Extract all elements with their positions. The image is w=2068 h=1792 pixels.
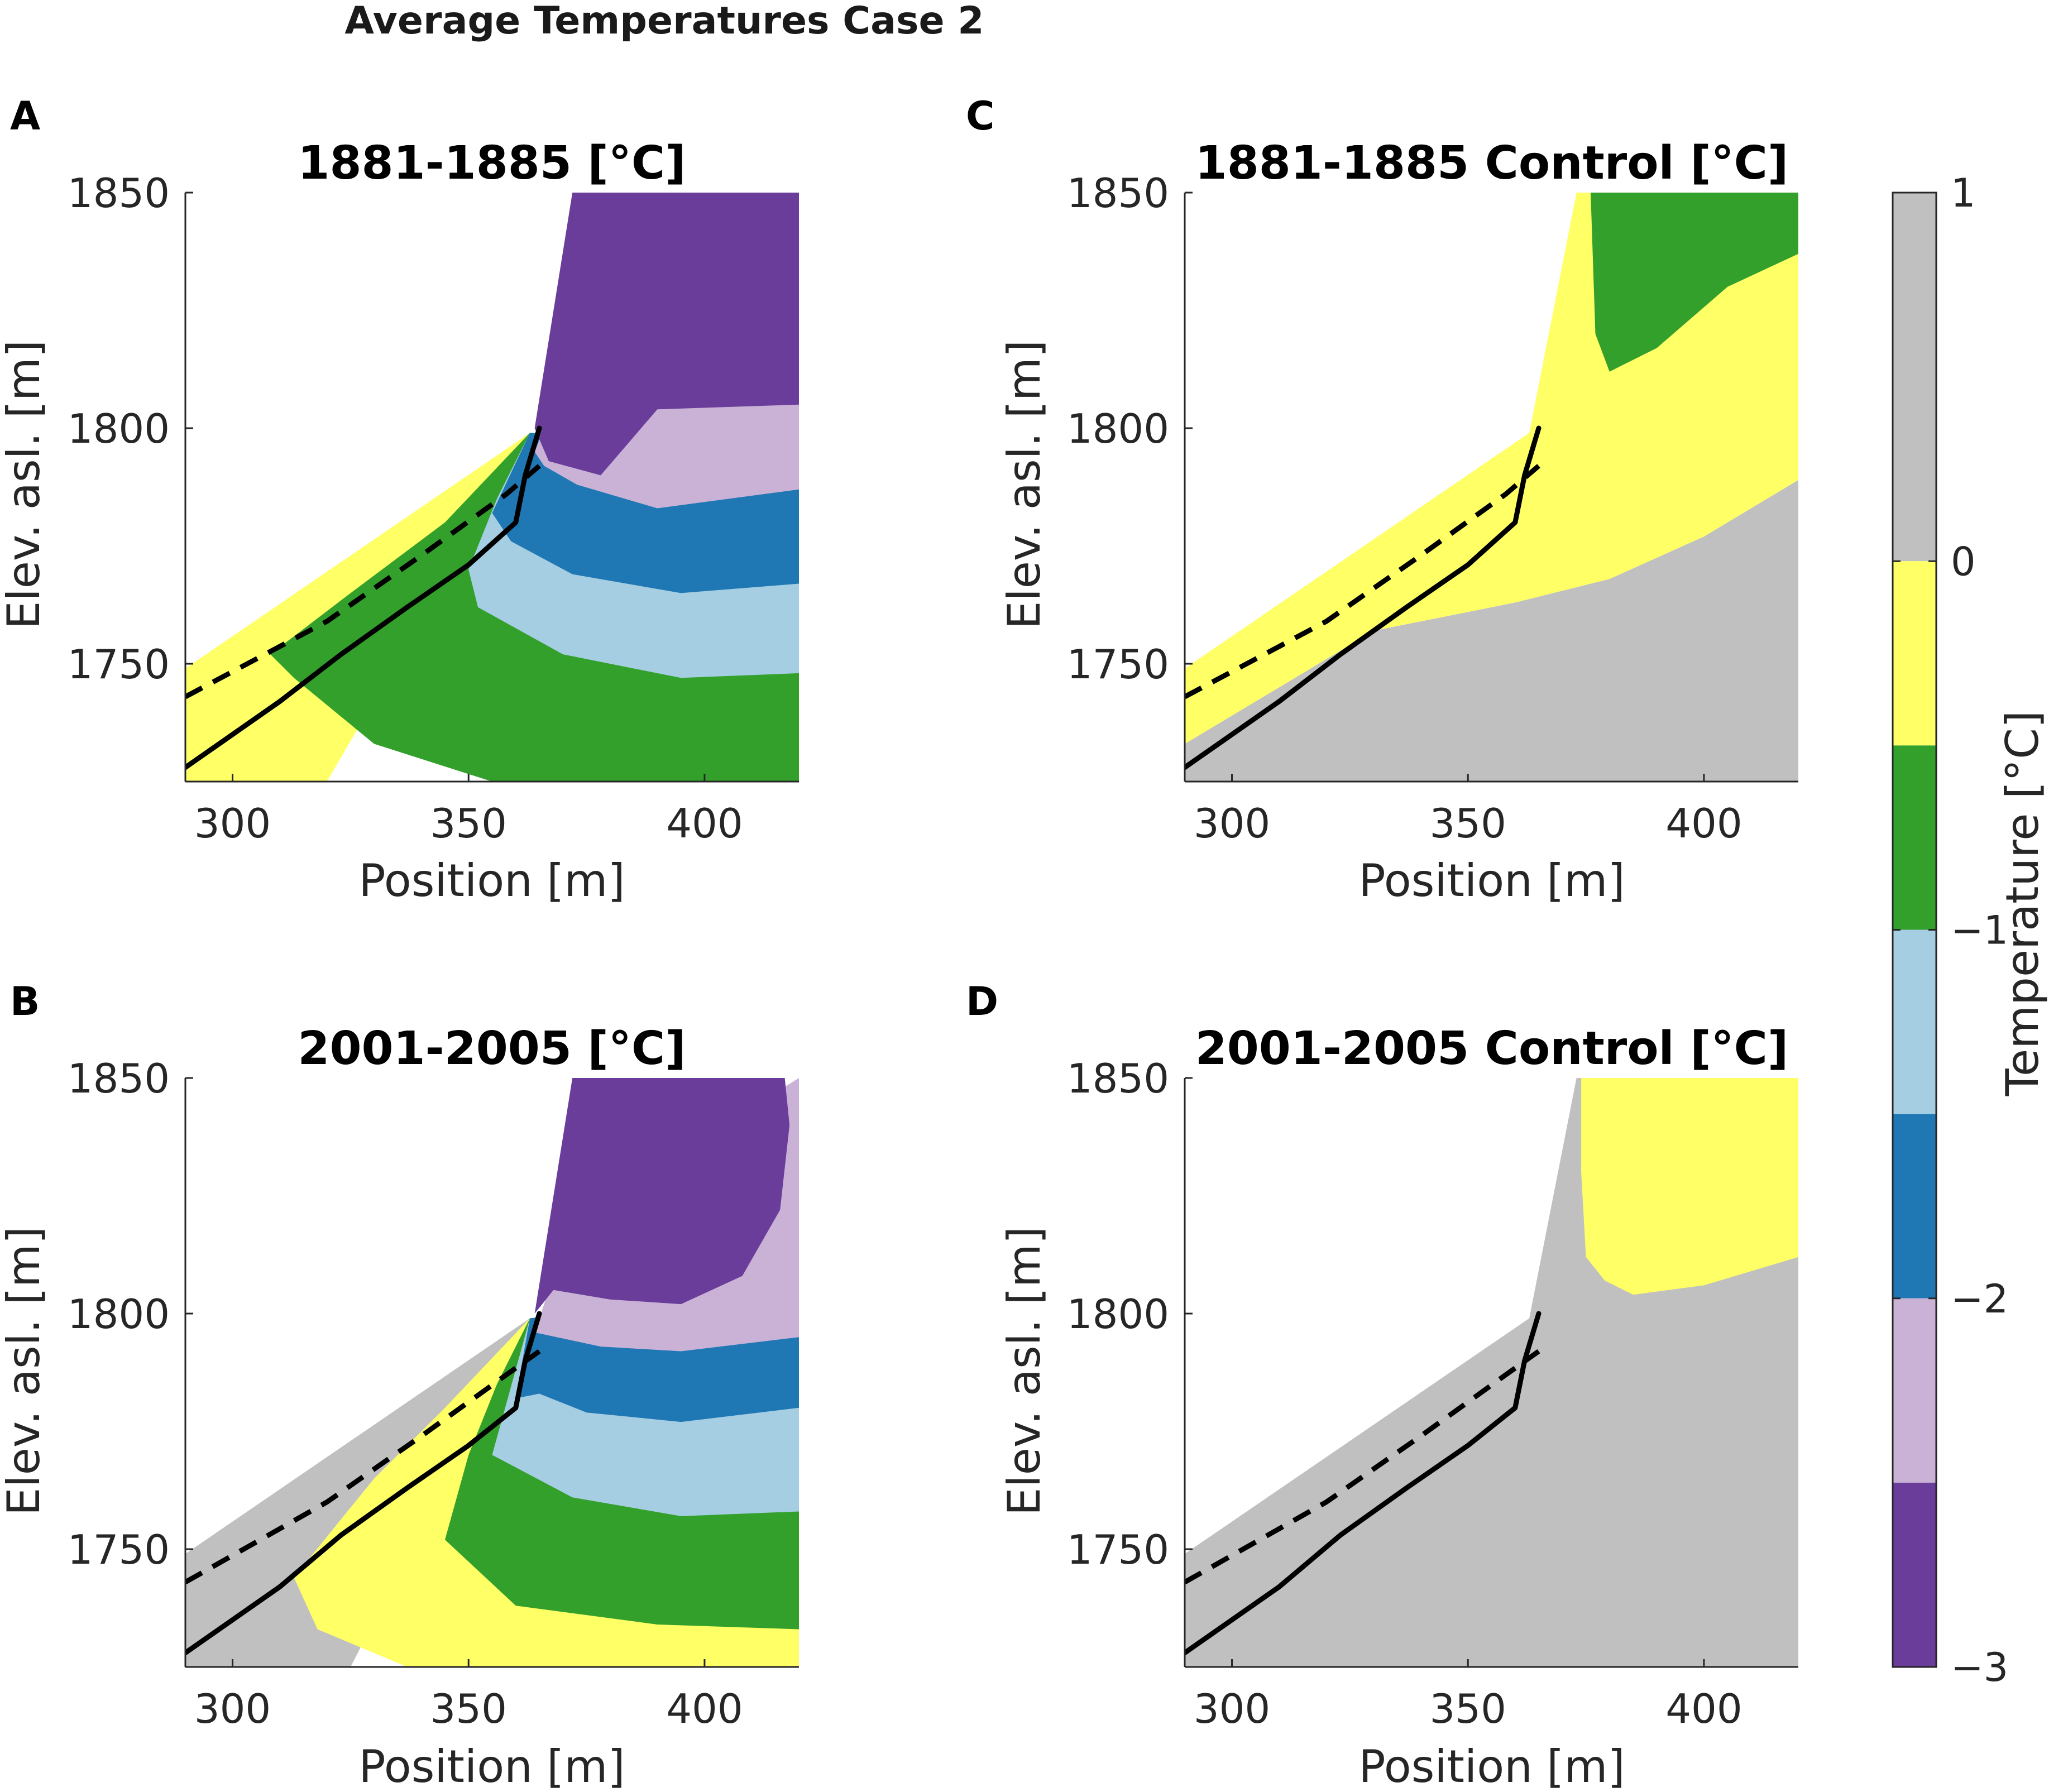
panel-b-region-gt0 xyxy=(185,1318,530,1667)
panel-a-dashed-line xyxy=(185,464,541,699)
panel-d-ylabel: Elev. asl. [m] xyxy=(998,1226,1050,1516)
colorbar-tick-label: −1 xyxy=(1951,908,2008,954)
panel-b-plot-area xyxy=(185,1078,799,1667)
panel-d-ytick-label: 1800 xyxy=(1067,1291,1169,1338)
colorbar-segment-gt0 xyxy=(1893,193,1936,562)
panel-c-plot-area xyxy=(1185,193,1798,782)
colorbar-segment-m2-m15 xyxy=(1893,1114,1936,1299)
panel-c: C 1881-1885 Control [°C] Position [m] El… xyxy=(966,93,1798,907)
colorbar-segment-m15-m1 xyxy=(1893,929,1936,1114)
panel-d-solid-line xyxy=(1185,1311,1542,1656)
panel-a-letter: A xyxy=(10,93,40,139)
panel-a-solid-line xyxy=(185,425,542,770)
panel-c-letter: C xyxy=(966,93,994,139)
colorbar-segment-m05-0 xyxy=(1893,561,1936,746)
panel-b-dashed-line xyxy=(185,1349,541,1585)
panel-b: B 2001-2005 [°C] Position [m] Elev. asl.… xyxy=(0,979,799,1792)
colorbar-tick-label: 1 xyxy=(1951,170,1976,216)
figure-title: Average Temperatures Case 2 xyxy=(344,0,984,43)
colorbar-segment-lt-m25 xyxy=(1893,1482,1936,1667)
panel-c-solid-line xyxy=(1185,425,1542,770)
panel-d-xtick-label: 400 xyxy=(1665,1685,1742,1732)
panel-d-xtick-label: 300 xyxy=(1194,1685,1270,1732)
panel-d-dashed-line xyxy=(1185,1349,1540,1585)
panel-d-xlabel: Position [m] xyxy=(1358,1741,1625,1792)
panel-c-xtick-label: 300 xyxy=(1194,800,1270,847)
panel-d-xtick-label: 350 xyxy=(1430,1685,1506,1732)
panel-b-solid-line xyxy=(185,1311,542,1656)
panel-c-xlabel: Position [m] xyxy=(1358,855,1625,907)
colorbar: Temperature [°C] 1 0 −1 −2 −3 xyxy=(1892,170,2048,1690)
panel-c-title: 1881-1885 Control [°C] xyxy=(1195,137,1789,190)
panel-b-region-lt-m25 xyxy=(534,1078,790,1314)
panel-c-region-m1-m05 xyxy=(1591,193,1798,372)
panel-d-ytick-label: 1750 xyxy=(1067,1526,1169,1573)
panel-c-xtick-label: 350 xyxy=(1430,800,1506,847)
colorbar-segment-m1-m05 xyxy=(1893,745,1936,930)
panel-a-xtick-label: 300 xyxy=(194,800,271,847)
panel-d-title: 2001-2005 Control [°C] xyxy=(1195,1022,1789,1075)
panel-a: A 1881-1885 [°C] Position [m] Elev. asl.… xyxy=(0,93,799,907)
panel-c-region-gt0 xyxy=(1185,480,1798,782)
panel-c-dashed-line xyxy=(1185,464,1540,699)
panel-a-xlabel: Position [m] xyxy=(358,855,625,907)
panel-a-title: 1881-1885 [°C] xyxy=(298,137,686,190)
panel-b-ytick-label: 1750 xyxy=(68,1526,170,1573)
panel-b-ytick-label: 1800 xyxy=(68,1291,170,1338)
panel-a-ytick-label: 1750 xyxy=(68,641,170,688)
panel-b-ytick-label: 1850 xyxy=(68,1055,170,1102)
panel-a-ylabel: Elev. asl. [m] xyxy=(0,340,50,629)
panel-b-ylabel: Elev. asl. [m] xyxy=(0,1226,50,1516)
panel-c-ytick-label: 1800 xyxy=(1067,405,1169,452)
panel-c-ytick-label: 1750 xyxy=(1067,641,1169,688)
colorbar-tick-label: −2 xyxy=(1951,1276,2008,1322)
panel-c-xtick-label: 400 xyxy=(1665,800,1742,847)
colorbar-label: Temperature [°C] xyxy=(1997,711,2048,1096)
panel-a-ytick-label: 1800 xyxy=(68,405,170,452)
panel-c-ytick-label: 1850 xyxy=(1067,170,1169,217)
panel-b-letter: B xyxy=(10,979,40,1024)
panel-d-letter: D xyxy=(966,979,998,1024)
panel-b-xtick-label: 400 xyxy=(666,1685,743,1732)
colorbar-tick-label: −3 xyxy=(1951,1645,2008,1690)
panel-a-xtick-label: 350 xyxy=(430,800,507,847)
colorbar-tick-label: 0 xyxy=(1951,539,1976,584)
panel-a-region-lt-m25 xyxy=(534,193,799,476)
panel-a-xtick-label: 400 xyxy=(666,800,743,847)
panel-d-ytick-label: 1850 xyxy=(1067,1055,1169,1102)
panel-a-ytick-label: 1850 xyxy=(68,170,170,217)
panel-c-ylabel: Elev. asl. [m] xyxy=(998,340,1050,629)
panel-a-plot-area xyxy=(185,193,799,782)
panel-d-region-m05-0 xyxy=(1581,1078,1798,1295)
panel-d-plot-area xyxy=(1185,1078,1798,1667)
colorbar-segment-m25-m2 xyxy=(1893,1298,1936,1483)
panel-b-xtick-label: 300 xyxy=(194,1685,271,1732)
panel-b-xtick-label: 350 xyxy=(430,1685,507,1732)
panel-d: D 2001-2005 Control [°C] Position [m] El… xyxy=(966,979,1798,1792)
panel-b-title: 2001-2005 [°C] xyxy=(298,1022,686,1075)
panel-b-xlabel: Position [m] xyxy=(358,1741,625,1792)
